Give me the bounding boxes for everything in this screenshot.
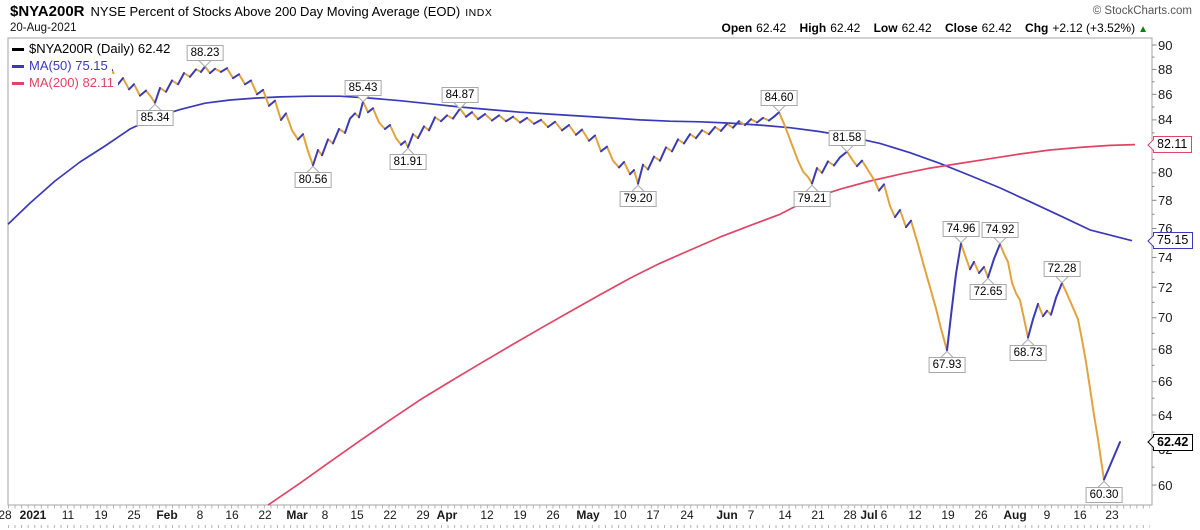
ma50-line	[7, 95, 1133, 242]
legend-ma50-label: MA(50) 75.15	[29, 58, 108, 73]
up-arrow-icon: ▲	[1138, 24, 1148, 35]
legend-ma200-label: MA(200) 82.11	[29, 75, 115, 90]
quote-summary: Open 62.42 High 62.42 Low 62.42 Close 62.42 …	[722, 21, 1149, 35]
open-label: Open	[721, 21, 753, 35]
chart-date: 20-Aug-2021	[10, 22, 77, 34]
legend-ma200: MA(200) 82.11	[12, 74, 119, 91]
high-label: High	[799, 21, 827, 35]
chart-header: $NYA200R NYSE Percent of Stocks Above 200…	[10, 3, 492, 21]
ma50-line-swatch-icon	[12, 65, 24, 69]
close-label: Close	[944, 21, 978, 35]
legend-price-label: $NYA200R (Daily) 62.42	[29, 41, 171, 56]
chg-label: Chg	[1025, 21, 1049, 35]
symbol-ticker: $NYA200R	[10, 3, 85, 20]
exchange-label: INDX	[465, 7, 493, 19]
price-line-up-segments	[95, 65, 1121, 481]
legend-ma50: MA(50) 75.15	[12, 57, 112, 74]
legend-price: $NYA200R (Daily) 62.42	[12, 40, 175, 57]
chart-legend: $NYA200R (Daily) 62.42 MA(50) 75.15 MA(2…	[12, 40, 175, 91]
low-label: Low	[873, 21, 898, 35]
chart-title: NYSE Percent of Stocks Above 200 Day Mov…	[90, 4, 461, 19]
close-value: 62.42	[981, 21, 1012, 35]
low-value: 62.42	[901, 21, 932, 35]
plot-border	[7, 37, 1153, 506]
price-line-down-segments	[100, 65, 1105, 481]
high-value: 62.42	[830, 21, 861, 35]
open-value: 62.42	[756, 21, 787, 35]
ma200-line	[267, 143, 1136, 506]
stockcharts-credit: © StockCharts.com	[1092, 5, 1192, 17]
price-line-swatch-icon	[12, 48, 24, 52]
ma200-line-swatch-icon	[12, 82, 24, 86]
chg-value: +2.12 (+3.52%)	[1052, 21, 1136, 35]
